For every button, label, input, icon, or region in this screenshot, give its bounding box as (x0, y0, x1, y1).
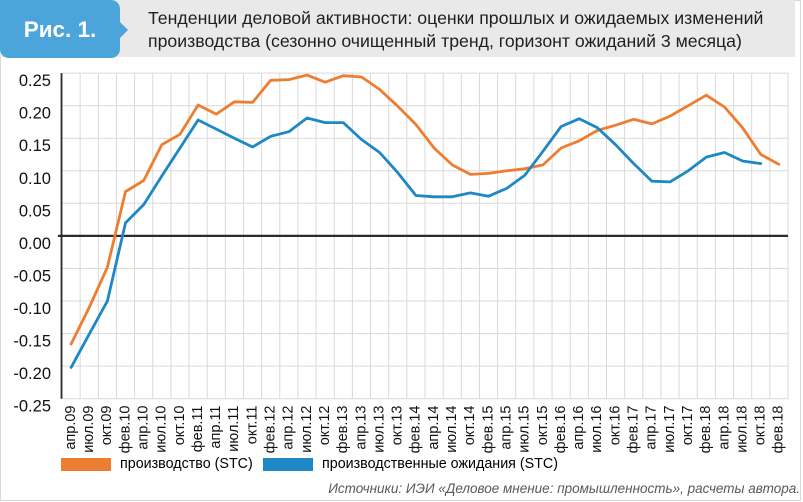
svg-text:окт.10: окт.10 (172, 406, 188, 446)
svg-text:окт.18: окт.18 (753, 406, 769, 446)
svg-text:апр.17: апр.17 (644, 406, 660, 450)
svg-text:июл.12: июл.12 (299, 406, 315, 453)
svg-text:апр.14: апр.14 (426, 406, 442, 450)
svg-text:апр.11: апр.11 (208, 406, 224, 449)
svg-text:-0.05: -0.05 (13, 268, 51, 286)
svg-text:июл.14: июл.14 (444, 406, 460, 453)
svg-text:фев.18: фев.18 (771, 406, 787, 454)
svg-text:0.10: 0.10 (19, 170, 51, 188)
svg-text:июл.11: июл.11 (226, 406, 242, 452)
svg-text:окт.17: окт.17 (680, 406, 696, 446)
svg-text:фев.12: фев.12 (263, 406, 279, 454)
svg-text:фев.13: фев.13 (335, 406, 351, 454)
svg-text:фев.11: фев.11 (190, 406, 206, 453)
svg-text:окт.13: окт.13 (390, 406, 406, 446)
svg-text:июл.09: июл.09 (81, 406, 97, 453)
svg-text:апр.12: апр.12 (281, 406, 297, 450)
svg-text:0.25: 0.25 (19, 72, 51, 90)
svg-text:апр.15: апр.15 (499, 406, 515, 450)
svg-text:окт.09: окт.09 (99, 406, 115, 446)
svg-text:-0.15: -0.15 (13, 333, 51, 351)
svg-text:июл.13: июл.13 (371, 406, 387, 453)
svg-text:апр.09: апр.09 (63, 406, 79, 450)
svg-text:фев.17: фев.17 (626, 406, 642, 454)
svg-text:0.05: 0.05 (19, 202, 51, 220)
svg-text:июл.17: июл.17 (662, 406, 678, 453)
svg-text:окт.14: окт.14 (462, 406, 478, 446)
svg-text:июл.18: июл.18 (734, 406, 750, 453)
svg-text:0.00: 0.00 (19, 235, 51, 253)
svg-text:0.15: 0.15 (19, 137, 51, 155)
svg-text:апр.10: апр.10 (136, 406, 152, 450)
svg-text:-0.10: -0.10 (13, 300, 51, 318)
svg-text:июл.10: июл.10 (154, 406, 170, 453)
svg-text:окт.11: окт.11 (244, 406, 260, 445)
svg-text:фев.18: фев.18 (698, 406, 714, 454)
svg-text:фев.16: фев.16 (553, 406, 569, 454)
svg-text:0.20: 0.20 (19, 105, 51, 123)
svg-text:-0.20: -0.20 (13, 365, 51, 383)
svg-text:июл.16: июл.16 (589, 406, 605, 453)
svg-text:окт.12: окт.12 (317, 406, 333, 446)
svg-text:июл.15: июл.15 (517, 406, 533, 453)
svg-text:фев.14: фев.14 (408, 406, 424, 454)
svg-text:окт.15: окт.15 (535, 406, 551, 446)
svg-text:фев.10: фев.10 (117, 406, 133, 454)
svg-text:-0.25: -0.25 (13, 398, 51, 416)
svg-text:апр.18: апр.18 (716, 406, 732, 450)
svg-text:фев.15: фев.15 (480, 406, 496, 454)
svg-text:апр.16: апр.16 (571, 406, 587, 450)
svg-text:окт.16: окт.16 (607, 406, 623, 446)
svg-text:апр.13: апр.13 (353, 406, 369, 450)
